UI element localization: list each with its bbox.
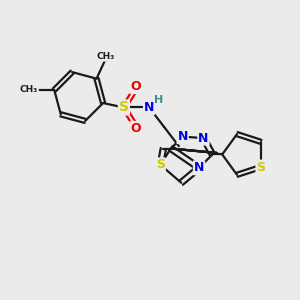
Text: N: N bbox=[194, 161, 204, 174]
Text: CH₃: CH₃ bbox=[20, 85, 38, 94]
Text: CH₃: CH₃ bbox=[96, 52, 115, 61]
Text: N: N bbox=[198, 132, 209, 145]
Text: S: S bbox=[256, 160, 266, 173]
Text: S: S bbox=[119, 100, 129, 115]
Text: S: S bbox=[156, 158, 165, 171]
Text: N: N bbox=[144, 101, 154, 114]
Text: H: H bbox=[154, 95, 163, 105]
Text: O: O bbox=[130, 122, 141, 135]
Text: O: O bbox=[130, 80, 141, 93]
Text: N: N bbox=[178, 130, 188, 143]
